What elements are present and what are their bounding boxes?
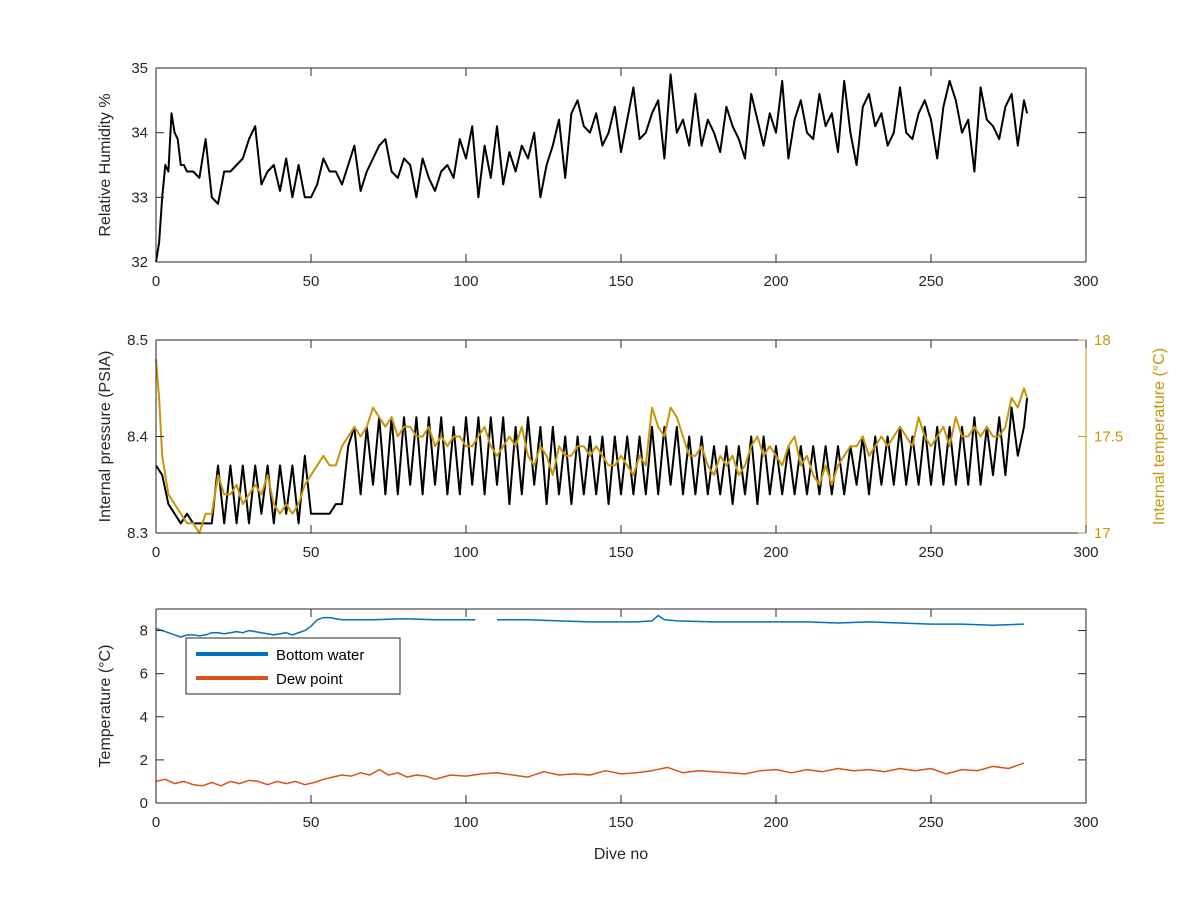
y-tick-label: 6 xyxy=(140,666,148,683)
x-tick-label: 0 xyxy=(152,544,160,561)
series-line-2-2 xyxy=(155,359,1029,534)
x-tick-label: 100 xyxy=(453,544,478,561)
x-axis-label: Dive no xyxy=(594,846,648,863)
panel-2: 0 50 100 150 200 250 300 8.3 8.4 8.5 17 17.5 18 Inter… xyxy=(97,332,1168,561)
legend: Bottom water Dew point xyxy=(185,637,401,695)
y2-tick-label: 17.5 xyxy=(1094,429,1123,446)
y-tick-label: 4 xyxy=(140,709,148,726)
x-tick-label: 0 xyxy=(152,273,160,290)
y-tick-label: 32 xyxy=(131,254,148,271)
panel-3: 0 50 100 150 200 250 300 0 2 4 6 8 Temperature (°C) D… xyxy=(97,608,1099,863)
x-tick-label: 150 xyxy=(608,544,633,561)
x-tick-label: 300 xyxy=(1073,273,1098,290)
y2-axis-label: Internal temperature (°C) xyxy=(1151,348,1168,525)
y-axis-label: Relative Humidity % xyxy=(97,93,114,236)
x-tick-label: 100 xyxy=(453,273,478,290)
y-axis-label: Internal pressure (PSIA) xyxy=(97,351,114,523)
series-line-3-2 xyxy=(155,762,1025,787)
y2-tick-label: 17 xyxy=(1094,525,1111,542)
x-tick-label: 250 xyxy=(918,544,943,561)
x-tick-label: 300 xyxy=(1073,814,1098,831)
legend-label-2: Dew point xyxy=(276,671,344,688)
x-tick-label: 50 xyxy=(303,544,320,561)
y-tick-label: 8 xyxy=(140,623,148,640)
x-tick-label: 0 xyxy=(152,814,160,831)
x-tick-label: 150 xyxy=(608,814,633,831)
panel-1: 0 50 100 150 200 250 300 32 33 34 35 Relative Humid… xyxy=(97,60,1099,290)
x-tick-label: 200 xyxy=(763,544,788,561)
x-tick-label: 250 xyxy=(918,273,943,290)
x-tick-label: 50 xyxy=(303,814,320,831)
x-tick-label: 250 xyxy=(918,814,943,831)
x-tick-label: 100 xyxy=(453,814,478,831)
y-tick-label: 2 xyxy=(140,752,148,769)
x-tick-label: 150 xyxy=(608,273,633,290)
y-axis-label: Temperature (°C) xyxy=(97,645,114,768)
x-tick-label: 300 xyxy=(1073,544,1098,561)
y-tick-label: 34 xyxy=(131,125,148,142)
series-line-3-1 xyxy=(155,614,1025,638)
legend-label-1: Bottom water xyxy=(276,647,364,664)
y-tick-label: 35 xyxy=(131,60,148,77)
y-tick-label: 8.5 xyxy=(127,332,148,349)
x-tick-label: 200 xyxy=(763,814,788,831)
x-tick-label: 200 xyxy=(763,273,788,290)
x-tick-label: 50 xyxy=(303,273,320,290)
y-tick-label: 8.4 xyxy=(127,429,148,446)
y-tick-label: 8.3 xyxy=(127,525,148,542)
y2-tick-label: 18 xyxy=(1094,332,1111,349)
series-line-2-1 xyxy=(155,397,1029,525)
y-tick-label: 33 xyxy=(131,189,148,206)
y-tick-label: 0 xyxy=(140,795,148,812)
series-line-1-1 xyxy=(155,73,1029,263)
legend-box xyxy=(185,637,401,695)
